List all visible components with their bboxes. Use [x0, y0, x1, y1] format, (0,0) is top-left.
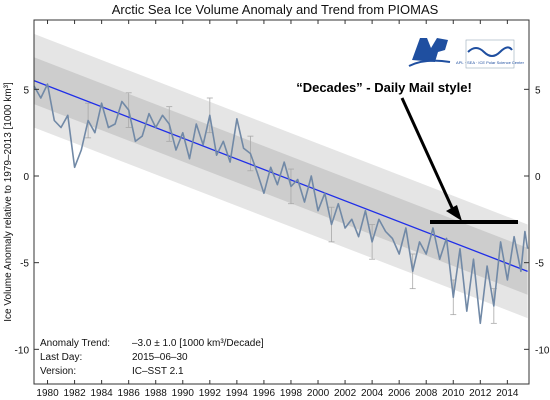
- x-tick-label: 2000: [307, 388, 330, 399]
- chart-title: Arctic Sea Ice Volume Anomaly and Trend …: [112, 2, 439, 17]
- x-tick-label: 1996: [253, 388, 276, 399]
- x-tick-label: 1980: [36, 388, 59, 399]
- y-axis-label: Ice Volume Anomaly relative to 1979–2013…: [3, 82, 14, 322]
- callout-arrow-head: [446, 205, 462, 221]
- psc-logo-text: APL · SEA · ICE Polar Science Center: [456, 60, 525, 65]
- x-tick-label: 1992: [199, 388, 222, 399]
- info-value-0: –3.0 ± 1.0 [1000 km³/Decade]: [132, 338, 264, 349]
- x-tick-label: 1984: [90, 388, 113, 399]
- plot-frame: [33, 19, 530, 385]
- info-label-2: Version:: [40, 366, 76, 377]
- info-label-1: Last Day:: [40, 352, 82, 363]
- apl-logo: [408, 38, 451, 67]
- info-block: Anomaly Trend: –3.0 ± 1.0 [1000 km³/Deca…: [40, 338, 264, 377]
- y-tick-label-left: 0: [23, 172, 29, 183]
- y-tick-label-right: 5: [535, 85, 541, 96]
- anomaly-series-line: [33, 83, 529, 325]
- info-value-1: 2015–06–30: [132, 352, 188, 363]
- plot-area: 1980 1982 1984 1986 1988 1990 1992 1994 1996 1998…: [15, 19, 550, 399]
- info-label-0: Anomaly Trend:: [40, 338, 110, 349]
- axis-ticks: 1980 1982 1984 1986 1988 1990 1992 1994 1996 1998…: [15, 20, 550, 399]
- y-tick-label-right: -10: [535, 345, 550, 356]
- x-tick-label: 1990: [172, 388, 195, 399]
- x-tick-label: 2008: [415, 388, 438, 399]
- psc-logo-wave: [467, 46, 513, 57]
- series-group: [33, 83, 529, 325]
- x-tick-label: 2012: [469, 388, 492, 399]
- x-tick-label: 2004: [361, 388, 384, 399]
- x-tick-label: 2010: [442, 388, 465, 399]
- apl-logo-swoosh: [408, 59, 451, 67]
- y-tick-label-right: -5: [535, 259, 544, 270]
- x-tick-label: 1994: [226, 388, 249, 399]
- x-tick-label: 1986: [118, 388, 141, 399]
- x-tick-label: 2002: [334, 388, 357, 399]
- y-tick-label-left: 5: [23, 85, 29, 96]
- y-tick-label-left: -10: [15, 345, 30, 356]
- callout-arrow-shaft: [400, 97, 455, 211]
- y-tick-label-right: 0: [535, 172, 541, 183]
- info-value-2: IC–SST 2.1: [132, 366, 184, 377]
- x-tick-label: 1998: [280, 388, 303, 399]
- psc-logo-frame: [465, 39, 515, 69]
- y-tick-label-left: -5: [20, 259, 29, 270]
- psc-logo: APL · SEA · ICE Polar Science Center: [456, 39, 525, 69]
- x-tick-label: 2014: [496, 388, 519, 399]
- x-tick-label: 1982: [63, 388, 86, 399]
- x-tick-label: 1988: [145, 388, 168, 399]
- x-tick-label: 2006: [388, 388, 411, 399]
- apl-logo-mark: [412, 38, 448, 62]
- callout-text: “Decades” - Daily Mail style!: [296, 80, 472, 95]
